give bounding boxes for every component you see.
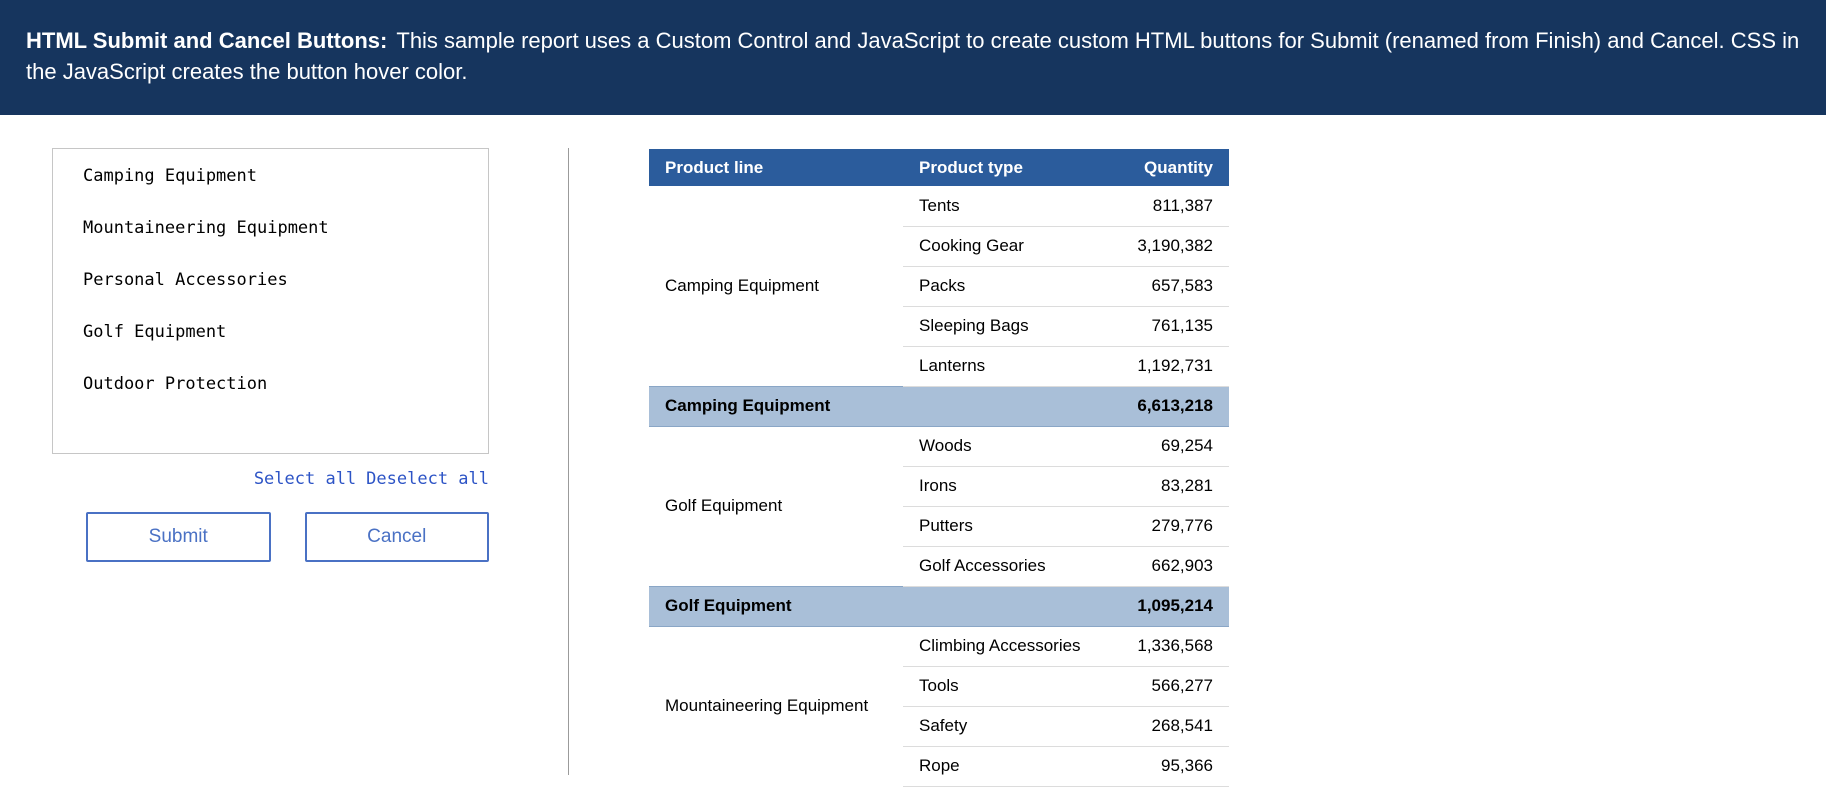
product-type-cell: Woods [903, 426, 1113, 467]
product-line-option[interactable]: Outdoor Protection [83, 374, 268, 394]
table-header-row: Product line Product type Quantity [649, 149, 1229, 186]
product-type-cell: Irons [903, 466, 1113, 507]
prompt-buttons-row: Submit Cancel [52, 512, 489, 562]
summary-row: Camping Equipment 6,613,218 [649, 385, 1229, 427]
quantity-cell: 3,190,382 [1113, 226, 1229, 267]
quantity-cell: 811,387 [1113, 186, 1229, 227]
summary-label-cell: Camping Equipment [649, 385, 1113, 427]
table-row: Irons 83,281 [649, 466, 1229, 507]
banner-description: This sample report uses a Custom Control… [26, 28, 1800, 84]
deselect-all-link[interactable]: Deselect all [366, 469, 489, 489]
product-type-cell: Climbing Accessories [903, 626, 1113, 667]
product-type-cell: Lanterns [903, 346, 1113, 387]
quantity-cell: 566,277 [1113, 666, 1229, 707]
report-area: Product line Product type Quantity Campi… [649, 149, 1229, 787]
quantity-cell: 657,583 [1113, 266, 1229, 307]
column-header-quantity: Quantity [1113, 149, 1229, 186]
product-line-cell: Golf Equipment [665, 496, 783, 515]
table-row: Safety 268,541 [649, 706, 1229, 747]
product-type-cell: Packs [903, 266, 1113, 307]
table-row: Cooking Gear 3,190,382 [649, 226, 1229, 267]
quantity-cell: 761,135 [1113, 306, 1229, 347]
product-line-option[interactable]: Camping Equipment [83, 166, 257, 186]
product-type-cell: Tents [903, 186, 1113, 227]
quantity-cell: 279,776 [1113, 506, 1229, 547]
product-type-cell: Sleeping Bags [903, 306, 1113, 347]
table-row: Sleeping Bags 761,135 [649, 306, 1229, 347]
cancel-button[interactable]: Cancel [304, 512, 489, 562]
table-row: Camping Equipment Tents 811,387 [649, 186, 1229, 295]
product-type-cell: Safety [903, 706, 1113, 747]
quantity-cell: 268,541 [1113, 706, 1229, 747]
table-row: Packs 657,583 [649, 266, 1229, 307]
product-line-option[interactable]: Personal Accessories [83, 270, 288, 290]
summary-label-cell: Golf Equipment [649, 585, 1113, 627]
product-line-listbox[interactable]: Camping Equipment Mountaineering Equipmen… [52, 148, 489, 454]
quantity-cell: 1,336,568 [1113, 626, 1229, 667]
submit-button[interactable]: Submit [86, 512, 271, 562]
summary-row: Golf Equipment 1,095,214 [649, 585, 1229, 627]
table-row: Putters 279,776 [649, 506, 1229, 547]
product-line-cell: Camping Equipment [665, 275, 820, 295]
product-line-cell: Mountaineering Equipment [665, 696, 869, 716]
product-line-option[interactable]: Mountaineering Equipment [83, 218, 329, 238]
quantity-cell: 83,281 [1113, 466, 1229, 507]
banner-title: HTML Submit and Cancel Buttons: [26, 28, 388, 53]
product-line-option[interactable]: Golf Equipment [83, 322, 227, 342]
quantity-cell: 1,192,731 [1113, 346, 1229, 387]
product-type-cell: Golf Accessories [903, 546, 1113, 587]
report-table-body: Camping Equipment Tents 811,387 Cooking Gea… [649, 186, 1229, 787]
info-banner: HTML Submit and Cancel Buttons: This samp… [0, 0, 1826, 115]
table-row: Tools 566,277 [649, 666, 1229, 707]
select-links-row: Select all Deselect all [52, 469, 489, 489]
quantity-cell: 662,903 [1113, 546, 1229, 587]
table-row: Golf Equipment Woods 69,254 [649, 426, 1229, 515]
summary-quantity-cell: 6,613,218 [1113, 385, 1229, 427]
column-header-product-line: Product line [649, 149, 903, 186]
table-row: Golf Accessories 662,903 [649, 546, 1229, 587]
product-type-cell: Tools [903, 666, 1113, 707]
vertical-divider [568, 148, 569, 775]
product-type-cell: Cooking Gear [903, 226, 1113, 267]
product-type-cell: Putters [903, 506, 1113, 547]
select-all-link[interactable]: Select all [253, 469, 357, 489]
quantity-cell: 69,254 [1113, 426, 1229, 467]
product-type-cell: Rope [903, 746, 1113, 787]
quantity-cell: 95,366 [1113, 746, 1229, 787]
prompt-panel: Camping Equipment Mountaineering Equipmen… [52, 148, 489, 562]
column-header-product-type: Product type [903, 149, 1113, 186]
table-row: Mountaineering Equipment Climbing Accesso… [649, 626, 1229, 715]
table-row: Lanterns 1,192,731 [649, 346, 1229, 387]
report-table: Product line Product type Quantity Campi… [649, 149, 1229, 787]
summary-quantity-cell: 1,095,214 [1113, 585, 1229, 627]
